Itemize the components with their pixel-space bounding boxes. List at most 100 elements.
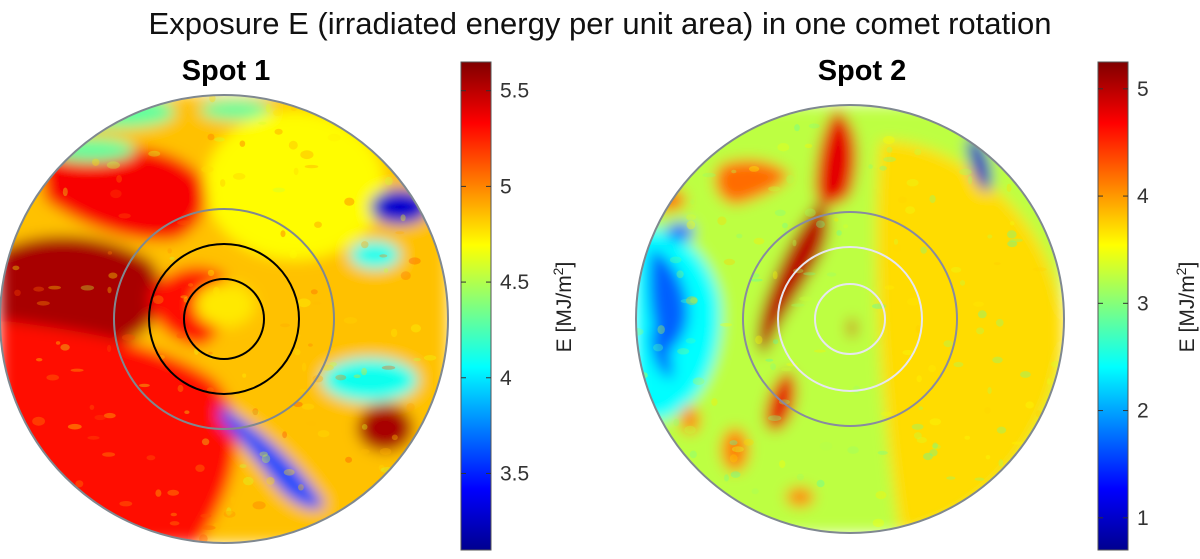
texture-speckle (690, 199, 695, 205)
texture-speckle (996, 318, 1004, 327)
region-right-cyan-patches (350, 241, 400, 269)
texture-speckle (892, 244, 902, 252)
texture-speckle (413, 357, 421, 362)
colorbar-tick-label: 5 (1137, 78, 1149, 101)
spot-2-rings (742, 211, 958, 427)
texture-speckle (361, 424, 368, 430)
texture-speckle (847, 446, 859, 454)
region-right-yellow-area (876, 140, 1064, 533)
texture-speckle (317, 430, 330, 438)
texture-speckle (959, 280, 966, 286)
texture-speckle (886, 146, 893, 153)
texture-speckle (729, 454, 738, 463)
texture-speckle (94, 414, 106, 421)
texture-speckle (987, 234, 993, 239)
texture-speckle (959, 168, 972, 176)
texture-speckle (914, 432, 922, 440)
region-upper-right-blue-spot (967, 135, 992, 191)
texture-speckle (702, 172, 716, 178)
colorbar-spot-1: 3.5 4 4.5 5 5.5 E [MJ/m2] (460, 61, 576, 551)
texture-speckle (686, 214, 697, 221)
texture-speckle (918, 406, 923, 411)
texture-speckle (692, 377, 705, 386)
texture-speckle (819, 441, 833, 451)
figure-title: Exposure E (irradiated energy per unit a… (149, 6, 1052, 41)
texture-speckle (943, 340, 953, 348)
colorbar-spot-1-gradient (460, 61, 492, 551)
colorbar-tick-label: 4 (1137, 185, 1149, 208)
texture-speckle (272, 187, 285, 193)
texture-speckle (868, 164, 873, 170)
texture-speckle (312, 301, 322, 305)
texture-speckle (751, 488, 759, 495)
texture-speckle (92, 158, 100, 166)
region-left-dark-band (0, 236, 163, 349)
colorbar-tick-label: 4.5 (500, 271, 529, 294)
texture-speckle (119, 501, 133, 507)
texture-speckle (118, 213, 131, 219)
texture-speckle (14, 289, 21, 296)
texture-speckle (274, 128, 283, 135)
panel-spot-2: Spot 2 1 2 3 4 5 E [MJ/m2] (635, 55, 1199, 551)
texture-speckle (102, 452, 116, 457)
texture-speckle (36, 358, 43, 362)
region-left-blue-streaks (648, 248, 689, 352)
texture-speckle (298, 484, 304, 491)
texture-speckle (1009, 238, 1023, 243)
texture-speckle (929, 195, 936, 203)
texture-speckle (230, 496, 235, 504)
texture-speckle (905, 206, 916, 214)
texture-speckle (345, 456, 353, 463)
texture-speckle (379, 448, 392, 455)
texture-speckle (897, 196, 908, 204)
region-center-speckle (848, 318, 856, 338)
texture-speckle (379, 254, 388, 258)
texture-speckle (202, 525, 216, 530)
texture-speckle (188, 283, 194, 287)
texture-speckle (729, 440, 738, 446)
texture-speckle (110, 189, 122, 199)
region-lower-orange-blobs (680, 406, 700, 434)
texture-speckle (929, 418, 941, 426)
texture-speckle (884, 285, 895, 290)
texture-speckle (1007, 240, 1018, 248)
texture-speckle (875, 491, 887, 500)
texture-speckle (89, 404, 95, 410)
texture-speckle (214, 137, 225, 142)
colorbar-tick-label: 2 (1137, 400, 1149, 423)
region-upper-red-ridge (815, 110, 857, 206)
texture-speckle (200, 513, 212, 518)
region-left-blue-streaks (666, 223, 694, 241)
texture-speckle (803, 272, 816, 276)
ring-middle (777, 246, 923, 392)
texture-speckle (213, 522, 221, 531)
texture-speckle (167, 489, 179, 496)
texture-speckle (265, 103, 271, 113)
texture-speckle (777, 143, 790, 152)
spot-1-rings (113, 208, 335, 430)
texture-speckle (748, 166, 760, 172)
texture-speckle (400, 271, 411, 280)
texture-speckle (408, 257, 421, 265)
texture-speckle (201, 165, 214, 173)
texture-speckle (343, 317, 358, 324)
colorbar-tick-label: 4 (500, 367, 512, 390)
texture-speckle (779, 460, 786, 469)
texture-speckle (902, 349, 914, 356)
texture-speckle (201, 438, 210, 446)
texture-speckle (993, 262, 1001, 266)
texture-speckle (48, 285, 61, 290)
texture-speckle (680, 298, 694, 304)
region-upper-left-cyan-patches (45, 138, 135, 162)
texture-speckle (239, 464, 247, 469)
texture-speckle (282, 431, 287, 439)
region-upper-center-yellow (205, 110, 385, 260)
texture-speckle (12, 265, 20, 271)
texture-speckle (931, 444, 941, 450)
texture-speckle (781, 367, 792, 372)
region-center-yellow (195, 283, 255, 327)
texture-speckle (233, 173, 246, 180)
texture-speckle (170, 512, 177, 517)
texture-speckle (283, 469, 295, 476)
region-upper-right-blue-spot (370, 189, 430, 225)
